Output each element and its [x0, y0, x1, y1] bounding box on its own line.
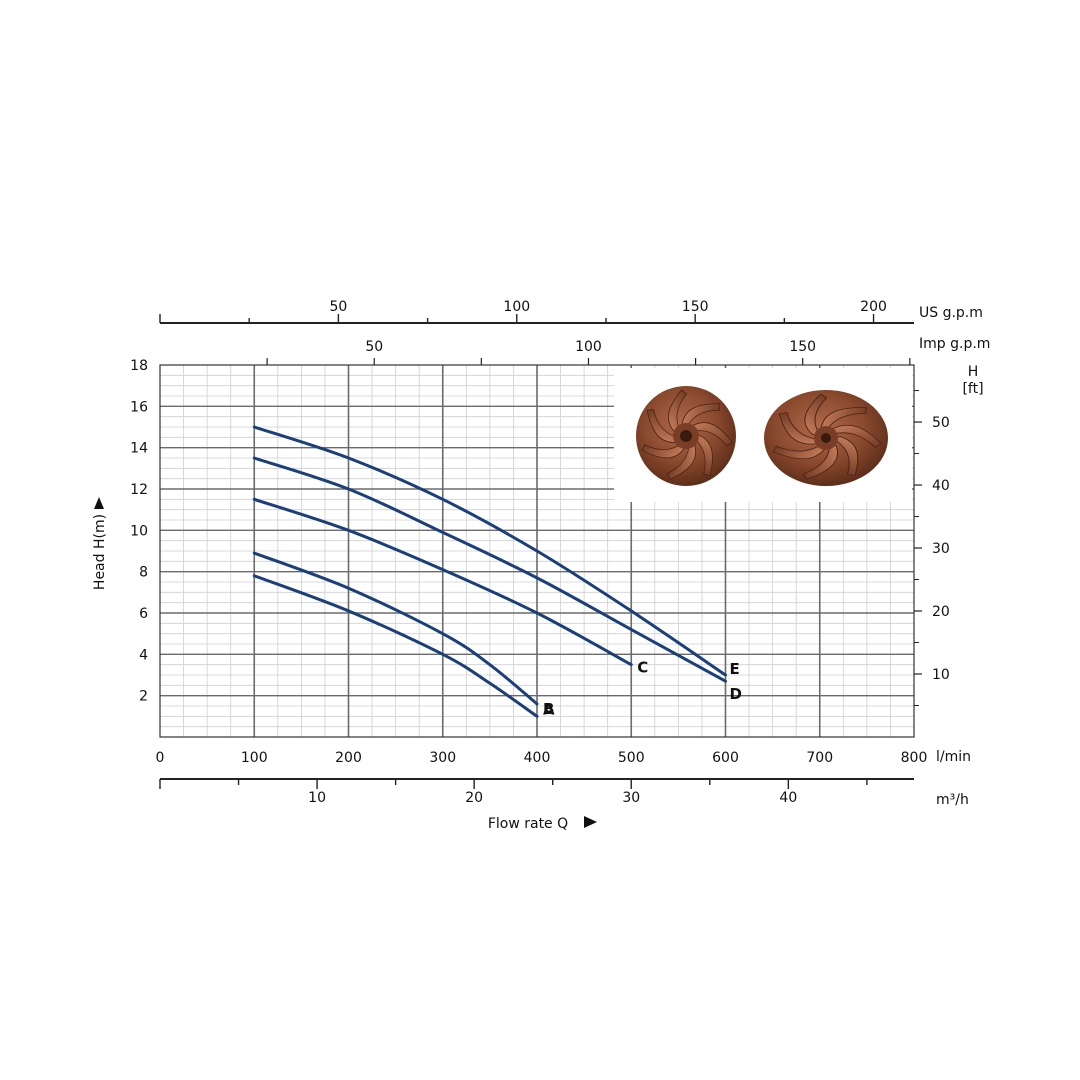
impgpm-tick-label: 100: [575, 339, 602, 355]
usgpm-tick-label: 50: [329, 299, 347, 315]
impeller-vane: [778, 412, 821, 445]
impgpm-tick-label: 150: [789, 339, 816, 355]
curve-labels: AB C DE: [543, 659, 742, 719]
feet-axis-ticks: 10 20 30 40 50: [914, 390, 950, 707]
impeller-photos: [614, 368, 912, 502]
lmin-tick-label: 100: [241, 750, 268, 766]
impgpm-tick-label: 50: [365, 339, 383, 355]
head-tick-label: 6: [139, 606, 148, 622]
lmin-tick-label: 700: [806, 750, 833, 766]
impeller-vane: [689, 422, 733, 447]
pump-curves: [252, 425, 727, 718]
impeller-vane: [690, 434, 713, 477]
impeller-vane: [668, 389, 688, 434]
m3h-tick-label: 40: [779, 790, 797, 806]
impeller-vane: [681, 403, 720, 432]
impeller-vane: [831, 436, 859, 477]
head-tick-label: 14: [130, 441, 148, 457]
curve-label-d: D: [730, 685, 742, 703]
head-tick-label: 18: [130, 358, 148, 374]
y-axis-title: Head H(m): [92, 514, 108, 590]
usgpm-unit-label: US g.p.m: [919, 305, 983, 321]
impeller-vane: [666, 440, 696, 481]
curve-e: [252, 425, 727, 677]
curve-label-e: E: [730, 660, 740, 678]
usgpm-tick-label: 150: [682, 299, 709, 315]
feet-tick-label: 10: [932, 667, 950, 683]
impeller-vane: [820, 407, 867, 434]
feet-tick-label: 50: [932, 415, 950, 431]
lmin-tick-label: 0: [156, 750, 165, 766]
lmin-unit-label: l/min: [936, 749, 971, 765]
y-axis-arrow-icon: [94, 497, 104, 509]
usgpm-tick-label: 100: [503, 299, 530, 315]
curve-b: [252, 551, 539, 706]
feet-unit-label: H [ft]: [962, 364, 983, 397]
x-axis-title: Flow rate Q: [488, 816, 568, 832]
m3h-tick-label: 20: [465, 790, 483, 806]
curve-label-b: B: [543, 700, 554, 718]
head-tick-label: 10: [130, 523, 148, 539]
feet-tick-label: 20: [932, 604, 950, 620]
plot-frame: [159, 364, 915, 738]
lmin-tick-label: 400: [524, 750, 551, 766]
m3h-tick-label: 10: [308, 790, 326, 806]
head-tick-label: 12: [130, 482, 148, 498]
curve-d: [252, 456, 727, 683]
impeller-vane: [641, 440, 686, 459]
lmin-tick-label: 200: [335, 750, 362, 766]
feet-tick-label: 40: [932, 478, 950, 494]
curve-a: [252, 574, 539, 718]
lmin-tick-label: 300: [429, 750, 456, 766]
lmin-tick-label: 800: [901, 750, 928, 766]
impeller-left-image: [636, 386, 736, 486]
m3h-tick-label: 30: [622, 790, 640, 806]
curve-c: [252, 497, 633, 667]
lmin-tick-label: 500: [618, 750, 645, 766]
impeller-right-image: [764, 390, 888, 486]
impeller-vane: [804, 393, 828, 436]
curve-label-c: C: [637, 659, 648, 677]
usgpm-axis: 50 100 150 200: [159, 299, 914, 324]
impeller-vane: [830, 424, 882, 449]
m3h-unit-label: m³/h: [936, 792, 969, 808]
lmin-tick-label: 600: [712, 750, 739, 766]
head-tick-label: 16: [130, 399, 148, 415]
impeller-vane: [802, 441, 838, 480]
usgpm-tick-label: 200: [860, 299, 887, 315]
x-axis-arrow-icon: [584, 816, 597, 828]
impgpm-unit-label: Imp g.p.m: [919, 336, 990, 352]
head-tick-label: 2: [139, 689, 148, 705]
impgpm-axis: 50 100 150: [266, 339, 911, 365]
head-axis-ticks: 2 4 6 8 10 12 14 16 18: [130, 358, 148, 705]
curve-label-a: A: [543, 700, 555, 718]
lmin-axis-ticks: 0 100 200 300 400 500 600 700 800: [156, 750, 928, 766]
impeller-vane: [772, 442, 826, 460]
feet-tick-label: 30: [932, 541, 950, 557]
head-tick-label: 8: [139, 565, 148, 581]
m3h-axis: 10 20 30 40: [159, 778, 914, 806]
impeller-vane: [646, 408, 682, 443]
head-tick-label: 4: [139, 647, 148, 663]
